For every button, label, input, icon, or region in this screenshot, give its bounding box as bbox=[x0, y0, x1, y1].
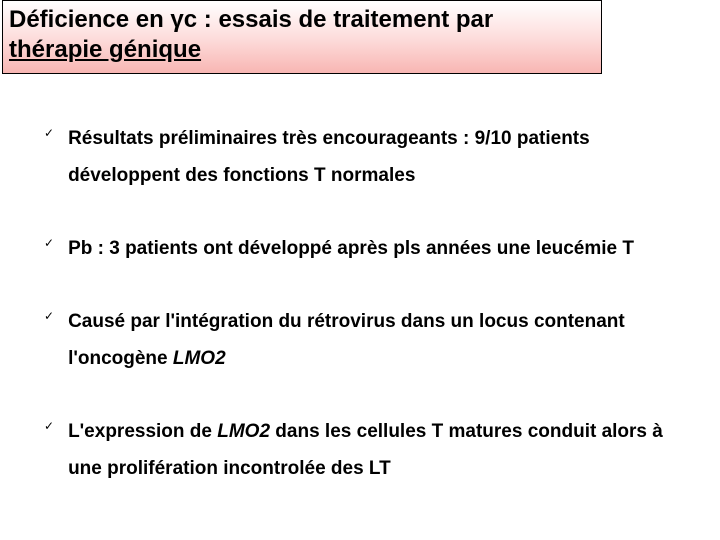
list-item: ✓ L'expression de LMO2 dans les cellules… bbox=[44, 413, 700, 487]
title-gamma: γ bbox=[170, 6, 183, 33]
bullet-text: Causé par l'intégration du rétrovirus da… bbox=[68, 303, 700, 377]
bullet-italic: LMO2 bbox=[173, 348, 226, 369]
list-item: ✓ Résultats préliminaires très encourage… bbox=[44, 120, 700, 194]
bullet-text: L'expression de LMO2 dans les cellules T… bbox=[68, 413, 700, 487]
bullet-italic: LMO2 bbox=[217, 421, 270, 442]
check-icon: ✓ bbox=[44, 419, 54, 433]
check-icon: ✓ bbox=[44, 309, 54, 323]
check-icon: ✓ bbox=[44, 126, 54, 140]
list-item: ✓ Causé par l'intégration du rétrovirus … bbox=[44, 303, 700, 377]
title-text: Déficience en γc : essais de traitement … bbox=[9, 5, 595, 65]
bullet-pre: Causé par l'intégration du rétrovirus da… bbox=[68, 311, 625, 369]
title-line1-pre: Déficience en bbox=[9, 6, 170, 33]
check-icon: ✓ bbox=[44, 236, 54, 250]
list-item: ✓ Pb : 3 patients ont développé après pl… bbox=[44, 230, 700, 267]
content-area: ✓ Résultats préliminaires très encourage… bbox=[44, 120, 700, 523]
title-line1-post: c : essais de traitement par bbox=[184, 6, 493, 33]
title-box: Déficience en γc : essais de traitement … bbox=[2, 0, 602, 74]
bullet-pre: L'expression de bbox=[68, 421, 217, 442]
bullet-text: Pb : 3 patients ont développé après pls … bbox=[68, 230, 634, 267]
title-line2: thérapie génique bbox=[9, 36, 201, 63]
bullet-text: Résultats préliminaires très encouragean… bbox=[68, 120, 700, 194]
